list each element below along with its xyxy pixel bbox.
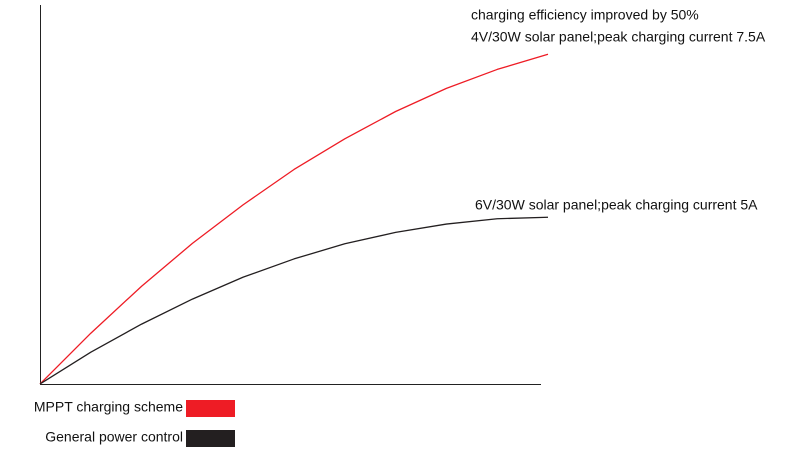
legend-label: General power control (45, 429, 183, 445)
series-line (39, 53, 549, 385)
annotation: 6V/30W solar panel;peak charging current… (475, 197, 758, 213)
annotation: 4V/30W solar panel;peak charging current… (471, 29, 766, 45)
legend-swatch (186, 400, 235, 417)
legend-label: MPPT charging scheme (34, 399, 183, 415)
series-line (39, 216, 549, 385)
annotation: charging efficiency improved by 50% (471, 7, 699, 23)
legend-swatch (186, 430, 235, 447)
